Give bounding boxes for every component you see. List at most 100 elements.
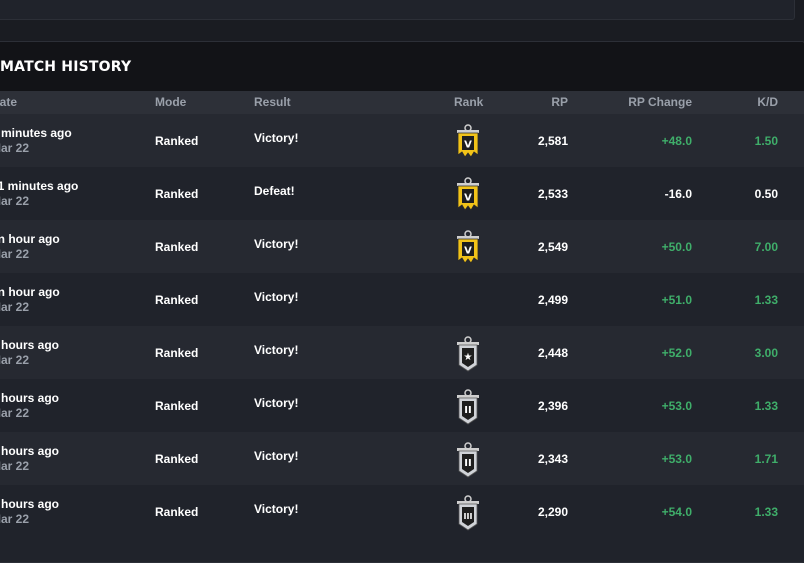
match-time-ago: 9 minutes ago bbox=[0, 126, 72, 140]
match-date: 2 hours agoMar 22 bbox=[0, 391, 59, 420]
match-mode: Ranked bbox=[155, 187, 199, 201]
match-rp-change: +53.0 bbox=[661, 452, 692, 466]
silver-ii-rank-icon: II bbox=[453, 389, 483, 427]
match-row[interactable]: an hour agoMar 22 Ranked Victory! 2,499 +51.… bbox=[0, 273, 804, 326]
match-result: Defeat! bbox=[254, 184, 295, 198]
match-day: Mar 22 bbox=[0, 194, 30, 208]
match-result: Victory! bbox=[254, 237, 299, 251]
match-mode: Ranked bbox=[155, 346, 199, 360]
match-time-ago: an hour ago bbox=[0, 232, 60, 246]
column-rank[interactable]: Rank bbox=[454, 95, 484, 109]
silver-star-rank-icon: ★ bbox=[453, 336, 483, 374]
match-day: Mar 22 bbox=[0, 353, 30, 367]
panel-title: MATCH HISTORY bbox=[0, 58, 132, 75]
rank-empty bbox=[453, 283, 483, 321]
match-rp: 2,549 bbox=[537, 240, 568, 254]
svg-text:III: III bbox=[464, 512, 473, 521]
match-day: Mar 22 bbox=[0, 406, 30, 420]
match-time-ago: 2 hours ago bbox=[0, 391, 60, 405]
svg-text:II: II bbox=[464, 405, 471, 416]
match-mode: Ranked bbox=[155, 293, 199, 307]
match-result: Victory! bbox=[254, 343, 299, 357]
match-row[interactable]: 41 minutes agoMar 22 Ranked Defeat! V 2,533 -… bbox=[0, 167, 804, 220]
match-day: Mar 22 bbox=[0, 512, 30, 526]
match-time-ago: an hour ago bbox=[0, 285, 60, 299]
match-rows: 9 minutes agoMar 22RankedVictory!V2,581+… bbox=[0, 114, 804, 538]
match-date: 9 minutes agoMar 22 bbox=[0, 126, 72, 155]
match-result: Victory! bbox=[254, 502, 299, 516]
match-rp-change: +51.0 bbox=[661, 293, 692, 307]
match-kd: 1.33 bbox=[754, 293, 778, 307]
match-date: an hour agoMar 22 bbox=[0, 285, 60, 314]
svg-text:II: II bbox=[464, 458, 471, 469]
match-result: Victory! bbox=[254, 396, 299, 410]
match-date: 3 hours agoMar 22 bbox=[0, 497, 59, 526]
match-mode: Ranked bbox=[155, 134, 199, 148]
match-day: Mar 22 bbox=[0, 141, 30, 155]
silver-ii-rank-icon: II bbox=[453, 442, 483, 480]
svg-text:V: V bbox=[464, 193, 472, 204]
match-row[interactable]: 9 minutes agoMar 22 Ranked Victory! V 2,581 +… bbox=[0, 114, 804, 167]
column-kd[interactable]: K/D bbox=[757, 95, 778, 109]
match-date: 2 hours agoMar 22 bbox=[0, 338, 59, 367]
match-day: Mar 22 bbox=[0, 247, 30, 261]
match-rp-change: -16.0 bbox=[664, 187, 692, 201]
match-history-panel: MATCH HISTORY Date Mode Result Rank RP R… bbox=[0, 41, 804, 563]
match-mode: Ranked bbox=[155, 452, 199, 466]
match-row[interactable]: an hour agoMar 22 Ranked Victory! V 2,549 +50… bbox=[0, 220, 804, 273]
match-kd: 1.71 bbox=[754, 452, 778, 466]
match-rp-change: +52.0 bbox=[661, 346, 692, 360]
svg-text:V: V bbox=[464, 246, 472, 257]
match-rp: 2,533 bbox=[537, 187, 568, 201]
column-mode[interactable]: Mode bbox=[155, 95, 187, 109]
match-kd: 1.50 bbox=[754, 134, 778, 148]
svg-text:V: V bbox=[464, 140, 472, 151]
silver-iii-rank-icon: III bbox=[453, 495, 483, 533]
match-date: 2 hours agoMar 22 bbox=[0, 444, 59, 473]
match-result: Victory! bbox=[254, 131, 299, 145]
match-mode: Ranked bbox=[155, 505, 199, 519]
match-result: Victory! bbox=[254, 449, 299, 463]
column-rp-change[interactable]: RP Change bbox=[628, 95, 692, 109]
match-row[interactable]: 2 hours agoMar 22 Ranked Victory! ★ 2,448 +52… bbox=[0, 326, 804, 379]
match-mode: Ranked bbox=[155, 240, 199, 254]
panel-header: MATCH HISTORY bbox=[0, 42, 804, 91]
match-date: 41 minutes agoMar 22 bbox=[0, 179, 78, 208]
match-rp: 2,396 bbox=[537, 399, 568, 413]
match-mode: Ranked bbox=[155, 399, 199, 413]
match-rp-change: +53.0 bbox=[661, 399, 692, 413]
svg-text:★: ★ bbox=[464, 352, 473, 363]
match-time-ago: 3 hours ago bbox=[0, 497, 60, 511]
gold-v-rank-icon: V bbox=[453, 177, 483, 215]
table-header: Date Mode Result Rank RP RP Change K/D bbox=[0, 91, 804, 114]
match-result: Victory! bbox=[254, 290, 299, 304]
match-kd: 3.00 bbox=[754, 346, 778, 360]
match-rp-change: +54.0 bbox=[661, 505, 692, 519]
match-day: Mar 22 bbox=[0, 300, 30, 314]
match-time-ago: 2 hours ago bbox=[0, 444, 60, 458]
match-kd: 1.33 bbox=[754, 399, 778, 413]
match-rp: 2,448 bbox=[537, 346, 568, 360]
match-kd: 1.33 bbox=[754, 505, 778, 519]
match-rp: 2,343 bbox=[537, 452, 568, 466]
match-rp: 2,581 bbox=[537, 134, 568, 148]
top-panel bbox=[0, 0, 795, 20]
match-row[interactable]: 2 hours agoMar 22 Ranked Victory! II 2,343 +5… bbox=[0, 432, 804, 485]
column-result[interactable]: Result bbox=[254, 95, 291, 109]
match-row[interactable]: 3 hours agoMar 22 Ranked Victory! III 2,290 +… bbox=[0, 485, 804, 538]
match-kd: 0.50 bbox=[754, 187, 778, 201]
match-rp: 2,499 bbox=[537, 293, 568, 307]
match-time-ago: 2 hours ago bbox=[0, 338, 60, 352]
match-row[interactable]: 2 hours agoMar 22 Ranked Victory! II 2,396 +5… bbox=[0, 379, 804, 432]
match-time-ago: 41 minutes ago bbox=[0, 179, 79, 193]
match-date: an hour agoMar 22 bbox=[0, 232, 60, 261]
match-kd: 7.00 bbox=[754, 240, 778, 254]
column-rp[interactable]: RP bbox=[551, 95, 568, 109]
match-rp: 2,290 bbox=[537, 505, 568, 519]
gold-v-rank-icon: V bbox=[453, 230, 483, 268]
column-date[interactable]: Date bbox=[0, 95, 18, 109]
match-rp-change: +48.0 bbox=[661, 134, 692, 148]
match-rp-change: +50.0 bbox=[661, 240, 692, 254]
match-day: Mar 22 bbox=[0, 459, 30, 473]
gold-v-rank-icon: V bbox=[453, 124, 483, 162]
